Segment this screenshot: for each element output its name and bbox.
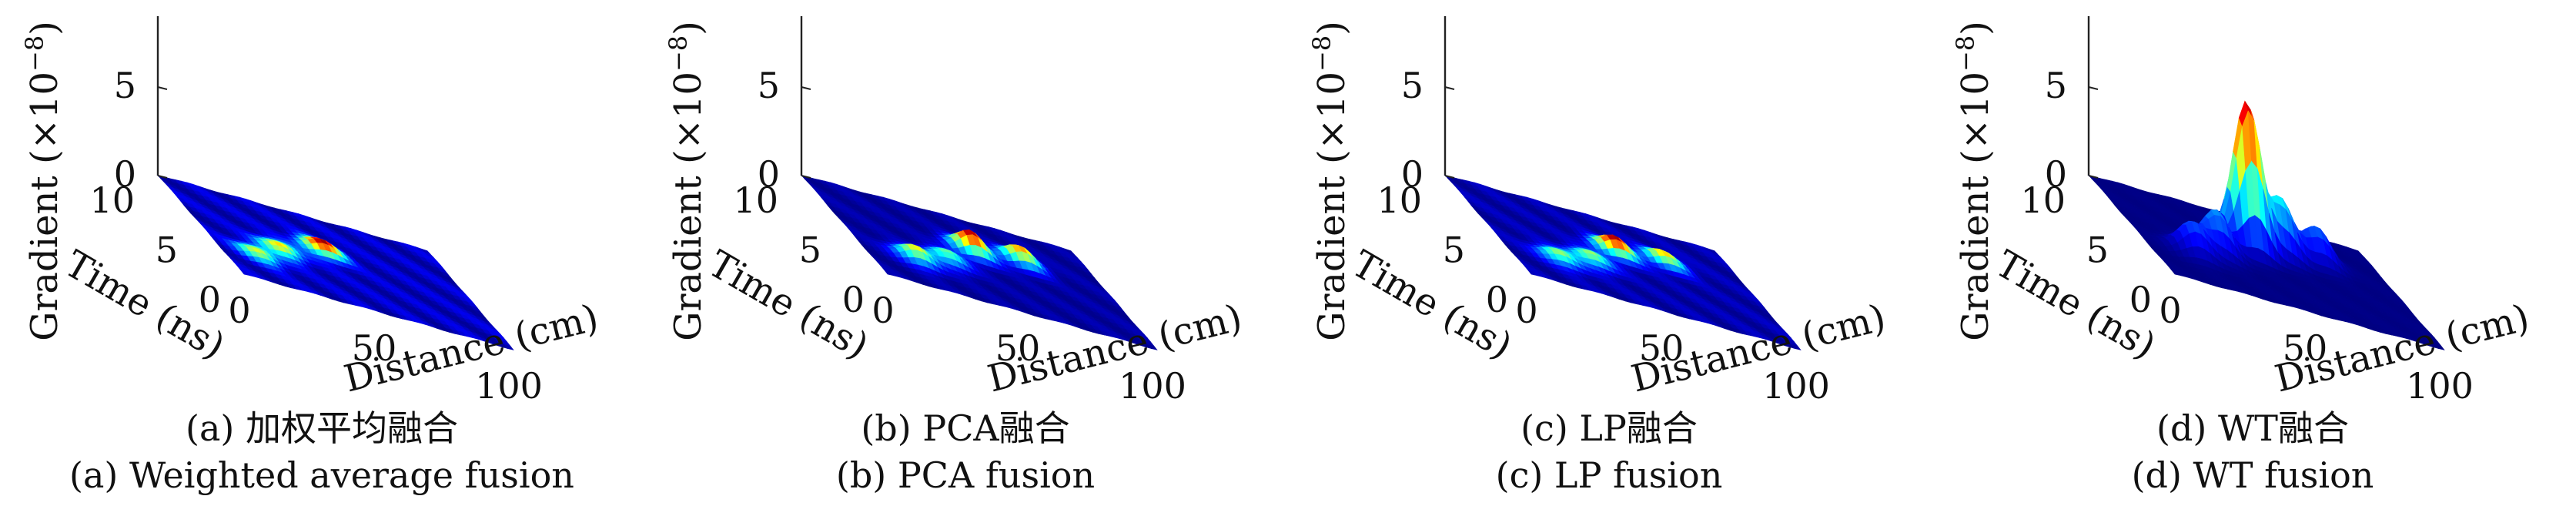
panel-a: 0 5 10 5 0 0 50 100 Gradient (×10−8) Time (ns) Dis… (0, 0, 644, 506)
caption-en-d: (d) WT fusion (2131, 454, 2374, 496)
z-tick (157, 175, 168, 179)
time-tick-label: 0 (1486, 279, 1508, 320)
surface-cell (1791, 343, 1802, 350)
surface-mesh (2088, 100, 2445, 350)
time-tick-label: 10 (89, 179, 135, 221)
z-tick-label: 5 (758, 65, 780, 106)
distance-tick-label: 100 (2406, 365, 2474, 407)
time-tick-label: 0 (842, 279, 865, 320)
surface-mesh (1444, 175, 1802, 350)
time-tick-label: 5 (156, 230, 178, 271)
surface-cell (503, 343, 514, 350)
z-axis-label: Gradient (×10−8) (1307, 21, 1353, 341)
distance-tick-label: 100 (1762, 365, 1830, 407)
time-tick-label: 5 (799, 230, 821, 271)
z-tick (2088, 175, 2099, 179)
caption-cn-d: (d) WT融合 (2156, 407, 2349, 449)
z-tick-label: 5 (1401, 65, 1423, 106)
z-tick-label: 0 (2045, 153, 2067, 195)
caption-cn-c: (c) LP融合 (1521, 407, 1698, 449)
surface-cell (2434, 343, 2445, 350)
distance-tick-label: 100 (1119, 365, 1186, 407)
z-tick (1444, 175, 1455, 179)
time-tick-label: 0 (199, 279, 221, 320)
distance-tick-label: 0 (1515, 290, 1537, 331)
caption-cn-a: (a) 加权平均融合 (186, 407, 458, 449)
distance-tick-label: 50 (352, 327, 397, 369)
time-tick-label: 10 (2020, 179, 2066, 221)
z-tick-label: 5 (2045, 65, 2067, 106)
distance-tick-label: 0 (2159, 290, 2181, 331)
caption-en-a: (a) Weighted average fusion (69, 454, 574, 496)
time-tick-label: 5 (2086, 230, 2109, 271)
distance-tick-label: 100 (475, 365, 543, 407)
surface-cell (1147, 343, 1158, 350)
z-axis-label: Gradient (×10−8) (664, 21, 710, 341)
z-tick (2088, 86, 2099, 90)
panel-b: 0 5 10 5 0 0 50 100 Gradient (×10−8) Time (ns) Dis… (644, 0, 1287, 506)
z-tick-label: 0 (1401, 153, 1423, 195)
z-tick-label: 5 (114, 65, 136, 106)
time-tick-label: 10 (733, 179, 778, 221)
z-axis-label: Gradient (×10−8) (1951, 21, 1997, 341)
z-tick (801, 86, 811, 90)
surface-mesh (157, 175, 514, 350)
caption-cn-b: (b) PCA融合 (861, 407, 1070, 449)
distance-tick-label: 0 (871, 290, 894, 331)
surface-mesh (801, 175, 1158, 350)
z-tick (1444, 86, 1455, 90)
z-axis-label: Gradient (×10−8) (20, 21, 66, 341)
distance-tick-label: 0 (228, 290, 250, 331)
panel-c: 0 5 10 5 0 0 50 100 Gradient (×10−8) Time (ns) Dis… (1287, 0, 1931, 506)
time-tick-label: 10 (1377, 179, 1422, 221)
z-tick (157, 86, 168, 90)
distance-tick-label: 50 (2283, 327, 2328, 369)
caption-en-c: (c) LP fusion (1495, 454, 1723, 496)
time-tick-label: 0 (2129, 279, 2152, 320)
time-tick-label: 5 (1443, 230, 1465, 271)
distance-tick-label: 50 (1639, 327, 1684, 369)
panel-d: 0 5 10 5 0 0 50 100 Gradient (×10−8) Time (ns) Dis… (1931, 0, 2574, 506)
distance-tick-label: 50 (995, 327, 1041, 369)
caption-en-b: (b) PCA fusion (835, 454, 1096, 496)
z-tick-label: 0 (114, 153, 136, 195)
z-tick-label: 0 (758, 153, 780, 195)
z-tick (801, 175, 811, 179)
